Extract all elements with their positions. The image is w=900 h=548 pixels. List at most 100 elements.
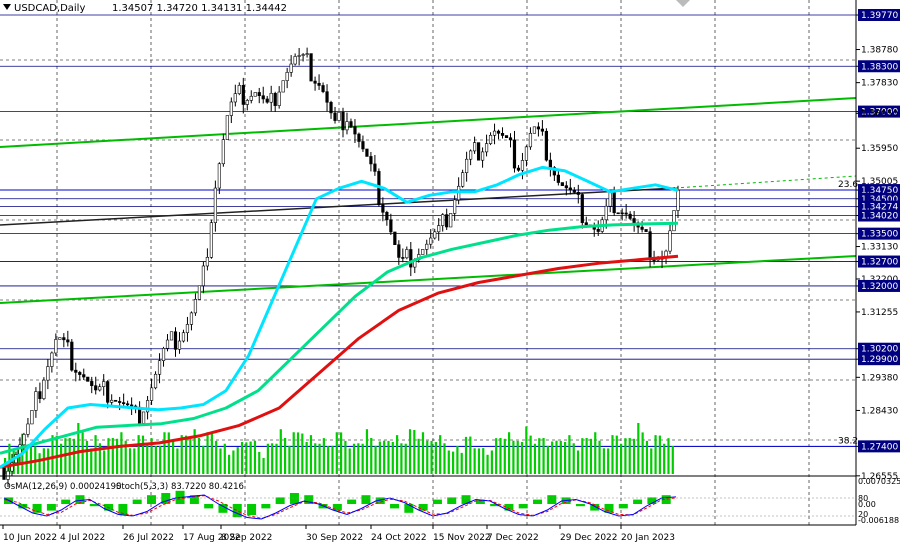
candle-body: [465, 158, 469, 173]
candle-body: [421, 249, 425, 255]
candle-body: [66, 339, 70, 343]
volume-bar: [598, 440, 601, 474]
osma-bar: [432, 499, 442, 504]
candle-body: [249, 95, 253, 101]
candle-body: [269, 92, 273, 103]
osma-bar: [618, 504, 628, 509]
candle-body: [277, 91, 281, 106]
fib-label: 23.6: [838, 180, 858, 190]
volume-bar: [240, 442, 244, 474]
candle-body: [2, 466, 6, 480]
candle-body: [221, 139, 225, 165]
volume-bar: [258, 451, 261, 474]
osma-bar: [61, 499, 71, 504]
ema-fast-line: [0, 165, 679, 469]
candle-body: [341, 111, 345, 131]
candle-body: [449, 213, 453, 228]
candle-body: [620, 212, 624, 215]
candle-body: [130, 404, 134, 407]
candle-body: [512, 139, 517, 169]
volume-bar: [512, 440, 515, 474]
candle-body: [429, 237, 433, 245]
date-tick-label: 8 Sep 2022: [221, 533, 272, 543]
volume-bar: [318, 443, 321, 474]
candle-body: [640, 226, 644, 230]
date-tick-label: 29 Dec 2022: [560, 533, 618, 543]
volume-bar: [576, 450, 580, 474]
volume-bar: [637, 422, 640, 474]
price-tick-label: 1.32000: [861, 282, 898, 292]
price-tick-label: 1.39770: [861, 11, 898, 21]
candle-body: [532, 126, 537, 134]
price-tick-label: 1.33500: [861, 230, 898, 240]
volume-bar: [167, 432, 170, 474]
volume-bar: [464, 436, 468, 474]
osma-bar: [218, 504, 228, 513]
volume-bar: [620, 443, 623, 474]
candle-body: [94, 385, 98, 391]
candle-body: [624, 212, 628, 215]
candle-body: [169, 331, 174, 341]
osma-bar: [633, 499, 643, 504]
candle-body: [357, 133, 361, 142]
volume-bar: [378, 441, 381, 474]
candle-body: [508, 137, 513, 141]
osma-bar: [375, 497, 385, 504]
candle-body: [145, 400, 150, 413]
collapse-triangle-icon[interactable]: [3, 4, 11, 10]
candle-body: [381, 204, 385, 213]
candle-body: [373, 163, 377, 172]
price-candles: [2, 47, 680, 487]
candle-body: [54, 339, 58, 354]
volume-bar: [396, 435, 399, 474]
osma-bar: [347, 499, 357, 504]
candle-body: [337, 111, 341, 121]
volume-bar: [387, 440, 390, 474]
volume-bar: [215, 440, 218, 474]
scroll-marker-icon[interactable]: [676, 0, 690, 7]
channel-lower-line: [0, 255, 857, 304]
channel-upper-line: [0, 97, 857, 148]
volume-bar: [374, 445, 377, 474]
osma-bar: [89, 504, 99, 507]
candle-body: [289, 63, 293, 73]
volume-bar: [331, 445, 334, 474]
volume-bar: [447, 450, 450, 474]
volume-bar: [503, 438, 506, 474]
osma-bar: [490, 504, 500, 507]
price-level-box: [858, 8, 900, 21]
price-tick-label: 1.36950: [861, 109, 898, 119]
candle-body: [305, 53, 309, 55]
price-level-box: [858, 255, 900, 268]
osma-bar: [418, 504, 428, 511]
price-tick-label: 1.30200: [861, 345, 898, 355]
candle-body: [409, 249, 413, 268]
candle-body: [365, 148, 369, 157]
candle-body: [10, 462, 14, 472]
volume-bar: [361, 443, 364, 474]
candle-body: [584, 222, 588, 226]
candle-body: [484, 143, 489, 153]
price-level-box: [858, 209, 900, 222]
price-tick-label: 1.37000: [861, 108, 898, 118]
date-tick-label: 17 Aug 2022: [183, 533, 241, 543]
candle-body: [560, 182, 564, 186]
osma-bar: [289, 493, 299, 504]
candle-body: [197, 285, 202, 300]
stoch-tick-label: 20: [858, 510, 868, 519]
candle-body: [273, 92, 277, 106]
candle-body: [321, 85, 325, 92]
volume-bar: [184, 435, 188, 474]
volume-bar: [370, 438, 373, 474]
candle-body: [74, 369, 78, 373]
candle-body: [596, 228, 600, 232]
volume-bar: [551, 441, 554, 474]
volume-bar: [193, 429, 196, 474]
date-tick-label: 7 Dec 2022: [487, 533, 539, 543]
volume-bar: [671, 446, 674, 474]
oscillator-axis: 0.0070325 0.00 -0.006188 80 20: [858, 477, 900, 525]
volume-bar: [111, 438, 114, 474]
date-tick-label: 20 Jan 2023: [621, 533, 675, 543]
osma-bar: [332, 504, 342, 511]
